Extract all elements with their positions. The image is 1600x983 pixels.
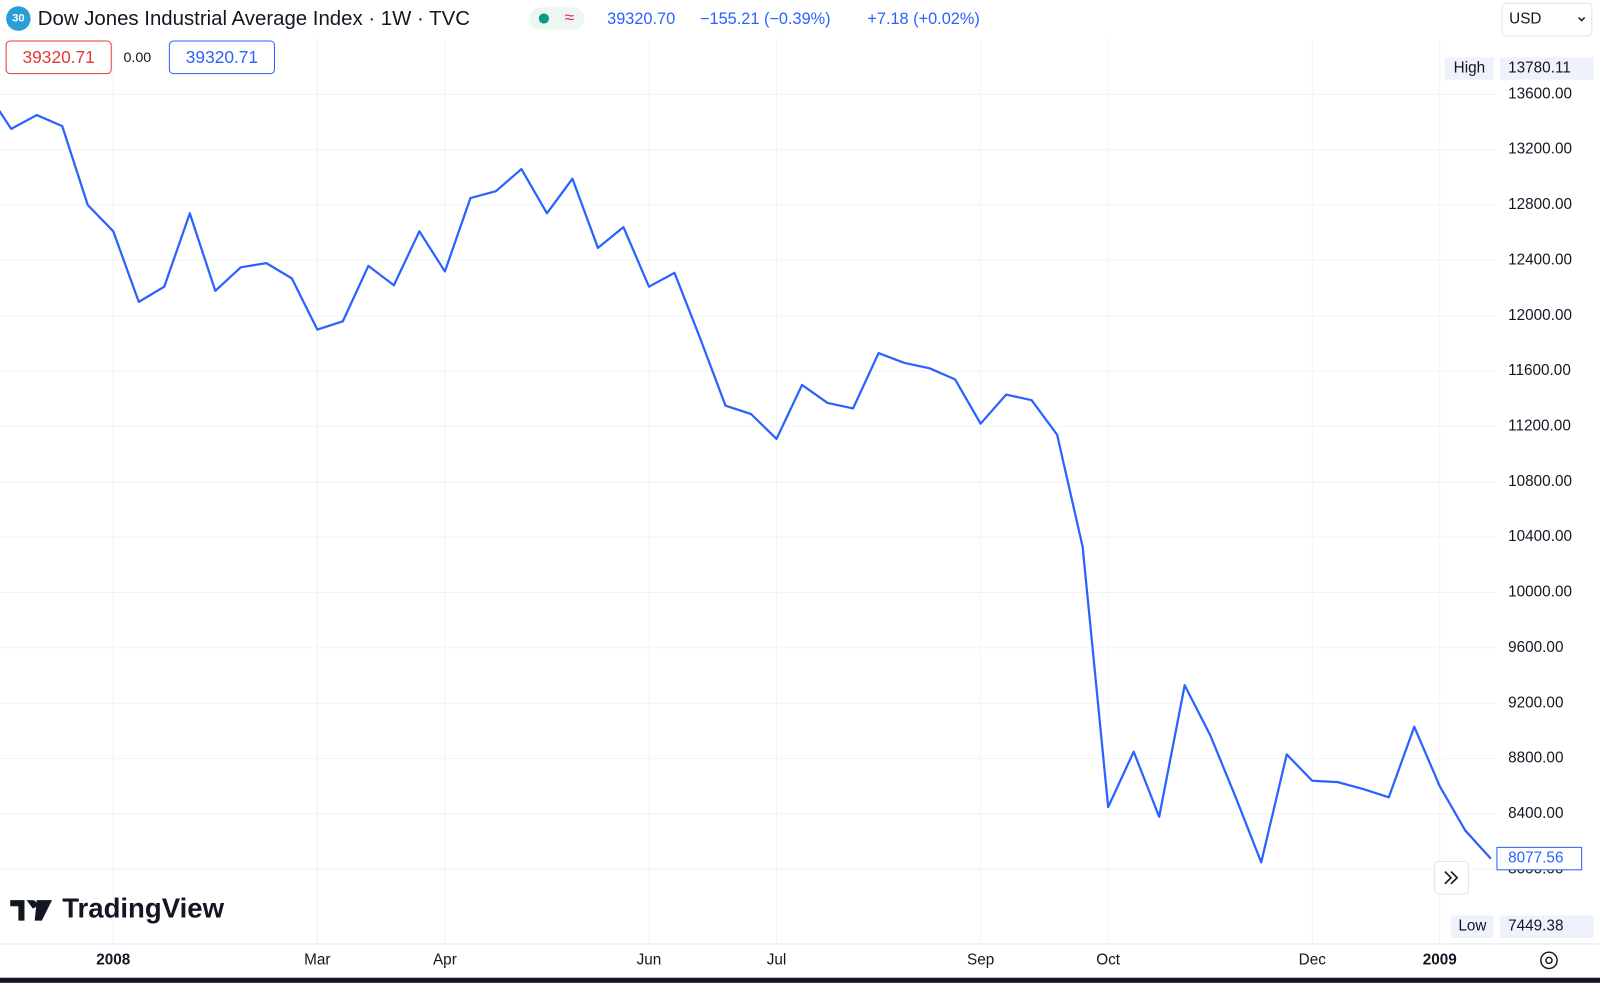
brand-logo: [10, 900, 53, 921]
y-tick-label: 11200.00: [1508, 418, 1571, 435]
plot: [0, 109, 1492, 864]
y-tick-label: 9200.00: [1508, 694, 1563, 711]
high-value-box: [1500, 57, 1594, 80]
price-change: −155.21 (−0.39%): [700, 10, 831, 28]
currency: USD: [1509, 11, 1541, 28]
y-tick-label: 12400.00: [1508, 251, 1572, 268]
x-tick-label: 2008: [96, 951, 131, 968]
price-line: [0, 109, 1492, 864]
y-tick-label: 8400.00: [1508, 805, 1563, 822]
y-tick-label: 10800.00: [1508, 473, 1572, 490]
y-tick-label: 8800.00: [1508, 750, 1563, 767]
extended-change: +7.18 (+0.02%): [867, 10, 979, 28]
high-value: 13780.11: [1508, 60, 1571, 77]
settings-button[interactable]: [1540, 951, 1558, 970]
x-tick-label: Apr: [433, 951, 457, 968]
currency-select[interactable]: [1501, 2, 1593, 37]
y-tick-label: 10400.00: [1508, 528, 1572, 545]
brand: TradingView: [62, 893, 224, 924]
y-tick-label: 13600.00: [1508, 85, 1572, 102]
x-tick-label: Mar: [304, 951, 330, 968]
settings-icon: [1545, 956, 1553, 965]
spread: 0.00: [123, 50, 151, 66]
sell-button[interactable]: [5, 40, 112, 75]
symbol-icon: [6, 6, 31, 31]
symbol-title: Dow Jones Industrial Average Index · 1W …: [38, 8, 470, 30]
last-value-label: 8077.56: [1508, 850, 1563, 867]
low-value: 7449.38: [1508, 918, 1563, 935]
y-tick-label: 10000.00: [1508, 584, 1572, 601]
chevron: [1578, 16, 1586, 22]
x-tick-label: 2009: [1423, 951, 1457, 968]
buy-price: 39320.71: [186, 47, 258, 67]
y-tick-label: 9600.00: [1508, 639, 1563, 656]
last-price: 39320.70: [607, 10, 675, 28]
y-tick-label: 12800.00: [1508, 196, 1572, 213]
x-tick-label: Jun: [637, 951, 662, 968]
x-tick-label: Oct: [1096, 951, 1121, 968]
x-tick-label: Sep: [967, 951, 994, 968]
status-icon: ≈: [565, 7, 575, 27]
sell-price: 39320.71: [23, 47, 95, 67]
y-tick-label: 13200.00: [1508, 141, 1572, 158]
grid: [0, 38, 1496, 945]
buy-button[interactable]: [168, 40, 275, 75]
last-value-box: [1496, 846, 1583, 871]
low-tag: [1451, 915, 1494, 938]
scroll-icon: [1444, 871, 1459, 885]
bottom-bar: [0, 977, 1600, 983]
x-tick-label: Jul: [767, 951, 787, 968]
y-tick-label: 12000.00: [1508, 307, 1572, 324]
y-tick-label: 11600.00: [1508, 362, 1571, 379]
symbol-badge: 30: [12, 13, 24, 25]
market-dot: [538, 13, 549, 24]
high-label: High: [1454, 60, 1485, 77]
x-tick-label: Dec: [1299, 951, 1327, 968]
status-pill: [529, 7, 585, 30]
low-value-box: [1500, 915, 1594, 938]
low-label: Low: [1458, 918, 1487, 935]
high-tag: [1444, 57, 1494, 80]
